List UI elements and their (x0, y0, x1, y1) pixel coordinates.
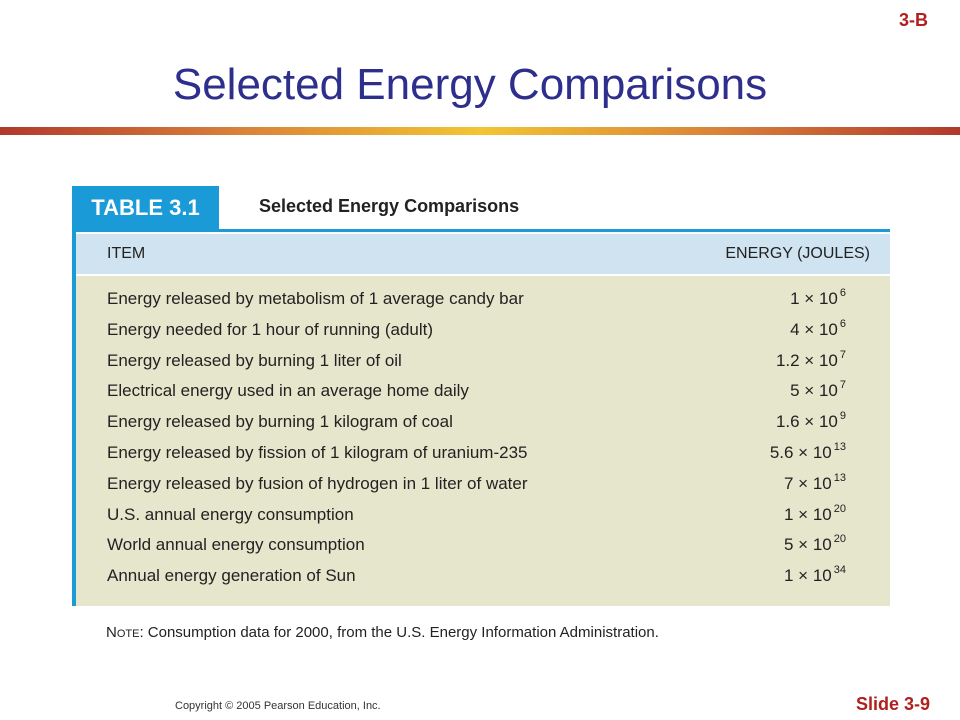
energy-mantissa: 5 × 10 (790, 381, 838, 401)
table-row: Energy released by metabolism of 1 avera… (76, 284, 890, 315)
row-item: Annual energy generation of Sun (107, 566, 356, 586)
energy-mantissa: 1 × 10 (784, 504, 832, 524)
table-row: World annual energy consumption 5 × 10 20 (76, 530, 890, 561)
table-row: Energy released by burning 1 liter of oi… (76, 346, 890, 377)
energy-mantissa: 1.2 × 10 (775, 350, 838, 370)
section-tag: 3-B (898, 10, 928, 30)
row-energy-value: 5.6 × 10 13 (769, 441, 846, 463)
row-item: Electrical energy used in an average hom… (107, 381, 469, 401)
table-row: Energy needed for 1 hour of running (adu… (76, 315, 890, 346)
table-number-label: TABLE 3.1 (72, 186, 219, 230)
row-energy-value: 1 × 10 34 (784, 564, 846, 586)
energy-mantissa: 5 × 10 (784, 535, 832, 555)
table-row: Energy released by fission of 1 kilogram… (76, 438, 890, 469)
table-row: U.S. annual energy consumption 1 × 10 20 (76, 500, 890, 531)
row-item: Energy released by burning 1 liter of oi… (107, 350, 402, 370)
row-item: Energy released by fusion of hydrogen in… (107, 473, 528, 493)
table-row: Energy released by fusion of hydrogen in… (76, 469, 890, 500)
energy-mantissa: 7 × 10 (784, 473, 832, 493)
energy-exponent: 34 (833, 564, 846, 577)
energy-exponent: 7 (839, 379, 846, 392)
row-energy-value: 1 × 10 20 (784, 502, 846, 525)
note-text: Consumption data for 2000, from the U.S.… (143, 624, 659, 641)
table-body: Energy released by metabolism of 1 avera… (76, 276, 890, 606)
energy-table: TABLE 3.1 Selected Energy Comparisons IT… (72, 186, 890, 606)
row-item: Energy released by burning 1 kilogram of… (107, 412, 453, 432)
row-energy-value: 4 × 10 6 (790, 317, 846, 340)
title-divider (0, 127, 960, 135)
energy-mantissa: 1 × 10 (784, 566, 832, 586)
row-item: Energy released by metabolism of 1 avera… (107, 289, 524, 308)
energy-exponent: 9 (839, 410, 846, 423)
table-note: Note: Consumption data for 2000, from th… (106, 624, 659, 641)
energy-exponent: 6 (839, 287, 846, 299)
table-row: Energy released by burning 1 kilogram of… (76, 407, 890, 438)
row-energy-value: 1 × 10 6 (790, 287, 846, 309)
copyright-text: Copyright © 2005 Pearson Education, Inc. (175, 700, 381, 712)
table-header-row: ITEM ENERGY (JOULES) (76, 234, 890, 274)
table-row: Electrical energy used in an average hom… (76, 376, 890, 407)
row-item: Energy released by fission of 1 kilogram… (107, 443, 528, 462)
energy-exponent: 20 (833, 533, 846, 546)
table-caption: Selected Energy Comparisons (259, 196, 520, 216)
energy-exponent: 13 (833, 471, 846, 484)
energy-mantissa: 5.6 × 10 (769, 443, 832, 462)
column-header-item: ITEM (107, 245, 146, 262)
row-item: World annual energy consumption (107, 535, 365, 555)
row-item: Energy needed for 1 hour of running (adu… (107, 319, 434, 339)
energy-exponent: 13 (833, 441, 846, 453)
table-top-border (76, 229, 890, 232)
energy-mantissa: 1 × 10 (790, 289, 838, 308)
row-item: U.S. annual energy consumption (107, 504, 354, 524)
energy-exponent: 7 (839, 348, 846, 361)
column-header-energy: ENERGY (JOULES) (725, 245, 870, 262)
energy-exponent: 20 (833, 502, 846, 515)
note-label: Note: (106, 624, 144, 641)
energy-exponent: 6 (839, 317, 846, 330)
energy-mantissa: 4 × 10 (790, 319, 838, 339)
energy-mantissa: 1.6 × 10 (775, 412, 838, 432)
row-energy-value: 7 × 10 13 (784, 471, 846, 494)
table-row: Annual energy generation of Sun 1 × 10 34 (76, 561, 890, 592)
slide-number: Slide 3-9 (855, 694, 930, 714)
row-energy-value: 1.2 × 10 7 (775, 348, 846, 371)
table-left-border (72, 186, 76, 606)
row-energy-value: 5 × 10 20 (784, 533, 846, 555)
row-energy-value: 5 × 10 7 (790, 379, 846, 401)
row-energy-value: 1.6 × 10 9 (775, 410, 846, 432)
slide-title: Selected Energy Comparisons (172, 60, 768, 109)
